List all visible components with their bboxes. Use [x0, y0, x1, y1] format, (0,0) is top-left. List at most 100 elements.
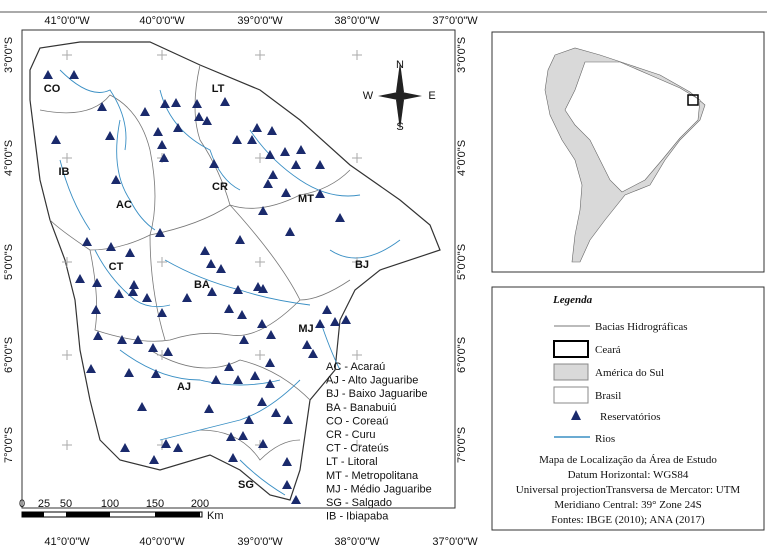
reservoir	[86, 364, 96, 373]
reservoir	[235, 235, 245, 244]
basin-code: CR	[212, 181, 228, 193]
reservoir	[265, 379, 275, 388]
scale-label: 0	[19, 498, 25, 510]
lon-label: 37°0'0"W	[432, 536, 478, 548]
reservoir	[128, 287, 138, 296]
reservoir	[228, 453, 238, 462]
reservoir	[280, 147, 290, 156]
reservoir	[285, 227, 295, 236]
reservoir	[258, 284, 268, 293]
reservoir	[322, 305, 332, 314]
legend-symbol	[553, 340, 589, 358]
reservoir	[291, 495, 301, 504]
scale-label: 100	[101, 498, 119, 510]
reservoir	[282, 457, 292, 466]
reservoir	[92, 278, 102, 287]
basin-code: AC	[116, 199, 132, 211]
legend-item: Reservatórios	[600, 411, 660, 423]
brasil	[564, 61, 701, 193]
map-info: Fontes: IBGE (2010); ANA (2017)	[551, 514, 705, 526]
reservoir	[171, 98, 181, 107]
compass-label: N	[396, 59, 404, 71]
reservoir	[271, 408, 281, 417]
reservoir	[161, 439, 171, 448]
reservoir	[155, 228, 165, 237]
legend-frame	[491, 286, 765, 531]
scale-bar	[21, 511, 203, 518]
lat-label: 3°0'0"S	[456, 37, 468, 73]
reservoir	[232, 135, 242, 144]
scale-label: 200	[191, 498, 209, 510]
reservoir	[159, 153, 169, 162]
scale-label: 50	[60, 498, 72, 510]
scale-label: Km	[207, 510, 224, 522]
reservoir	[265, 150, 275, 159]
reservoir	[148, 343, 158, 352]
lon-label: 39°0'0"W	[237, 15, 283, 27]
reservoir	[239, 335, 249, 344]
basin-code: IB	[59, 166, 70, 178]
map-info: Datum Horizontal: WGS84	[568, 469, 689, 481]
scale-label: 150	[146, 498, 164, 510]
basin-list-item: CT - Crateús	[326, 443, 389, 455]
basin-borders	[39, 64, 351, 461]
basin-code: SG	[238, 479, 254, 491]
basin-code: BA	[194, 279, 210, 291]
reservoir	[206, 259, 216, 268]
compass-label: E	[428, 90, 435, 102]
reservoir	[281, 188, 291, 197]
basin-list-item: IB - Ibiapaba	[326, 511, 389, 523]
lon-label: 37°0'0"W	[432, 15, 478, 27]
lon-label: 41°0'0"W	[44, 15, 90, 27]
reservoir	[93, 331, 103, 340]
reservoir	[244, 415, 254, 424]
reservoir	[250, 371, 260, 380]
compass-label: W	[363, 90, 374, 102]
basin-code: CO	[44, 83, 61, 95]
basin-code: CT	[109, 261, 124, 273]
lat-label: 7°0'0"S	[3, 427, 15, 463]
basin-list-item: MJ - Médio Jaguaribe	[326, 483, 432, 495]
basin-list-item: AJ - Alto Jaguaribe	[326, 375, 418, 387]
reservoir	[137, 402, 147, 411]
reservoir	[315, 189, 325, 198]
reservoir	[233, 375, 243, 384]
reservoir	[133, 335, 143, 344]
lon-label: 38°0'0"W	[334, 15, 380, 27]
reservoir	[220, 97, 230, 106]
legend-item: América do Sul	[595, 367, 664, 379]
legend-item: Rios	[595, 433, 615, 445]
legend-item: Brasil	[595, 390, 621, 402]
reservoir	[257, 319, 267, 328]
reservoir	[257, 397, 267, 406]
reservoir	[43, 70, 53, 79]
reservoir	[211, 375, 221, 384]
reservoir	[173, 123, 183, 132]
lat-label: 5°0'0"S	[456, 244, 468, 280]
rivers	[59, 69, 401, 496]
reservoir	[258, 439, 268, 448]
reservoir	[129, 280, 139, 289]
lat-label: 5°0'0"S	[3, 244, 15, 280]
reservoir	[315, 319, 325, 328]
lat-label: 6°0'0"S	[456, 337, 468, 373]
map-info: Universal projectionTransversa de Mercat…	[516, 484, 741, 496]
north-arrow	[378, 62, 422, 130]
reservoir	[209, 159, 219, 168]
reservoir	[330, 317, 340, 326]
reservoir	[160, 99, 170, 108]
reservoir	[157, 308, 167, 317]
lat-label: 4°0'0"S	[3, 140, 15, 176]
basin-list-item: LT - Litoral	[326, 456, 378, 468]
map-info: Meridiano Central: 39° Zone 24S	[554, 499, 701, 511]
legend-symbol	[553, 386, 589, 404]
reservoir	[341, 315, 351, 324]
basin-code: LT	[212, 83, 225, 95]
reservoir	[296, 145, 306, 154]
reservoir	[125, 248, 135, 257]
reservoir	[237, 310, 247, 319]
reservoir	[204, 404, 214, 413]
lon-label: 40°0'0"W	[139, 536, 185, 548]
reservoir	[106, 242, 116, 251]
